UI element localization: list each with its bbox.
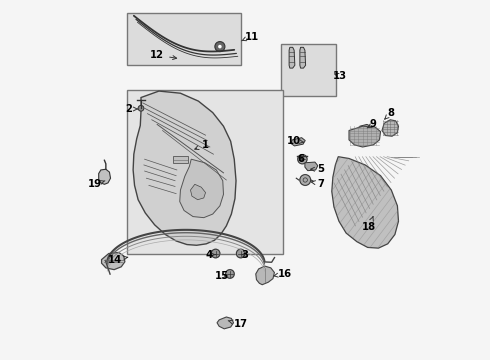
Circle shape bbox=[225, 270, 234, 278]
Text: 2: 2 bbox=[125, 104, 138, 114]
Polygon shape bbox=[332, 157, 398, 248]
Text: 1: 1 bbox=[195, 140, 209, 150]
Text: 12: 12 bbox=[150, 50, 176, 60]
Circle shape bbox=[211, 249, 220, 258]
Circle shape bbox=[298, 154, 307, 164]
Polygon shape bbox=[191, 184, 205, 200]
Text: 16: 16 bbox=[274, 269, 292, 279]
Polygon shape bbox=[305, 162, 318, 171]
Circle shape bbox=[218, 45, 221, 48]
Polygon shape bbox=[101, 252, 125, 270]
Text: 18: 18 bbox=[362, 217, 376, 232]
Text: 8: 8 bbox=[385, 108, 395, 119]
Text: 5: 5 bbox=[311, 164, 324, 174]
Polygon shape bbox=[217, 317, 234, 329]
Text: 3: 3 bbox=[241, 249, 248, 260]
Polygon shape bbox=[180, 159, 223, 218]
Circle shape bbox=[215, 41, 225, 51]
Bar bbox=[281, 44, 337, 96]
Polygon shape bbox=[360, 125, 373, 134]
Polygon shape bbox=[133, 91, 236, 245]
Polygon shape bbox=[300, 47, 306, 68]
Polygon shape bbox=[289, 47, 295, 68]
Circle shape bbox=[236, 249, 245, 258]
Polygon shape bbox=[382, 120, 398, 136]
Bar bbox=[173, 156, 188, 163]
Text: 10: 10 bbox=[287, 136, 303, 145]
Text: 14: 14 bbox=[108, 255, 128, 265]
Bar bbox=[126, 13, 242, 65]
Circle shape bbox=[138, 105, 144, 111]
Text: 9: 9 bbox=[367, 120, 377, 129]
Text: 15: 15 bbox=[215, 271, 229, 281]
Text: 17: 17 bbox=[228, 319, 248, 329]
Text: 13: 13 bbox=[333, 71, 347, 81]
Circle shape bbox=[300, 175, 311, 185]
Polygon shape bbox=[256, 266, 274, 285]
Polygon shape bbox=[291, 138, 305, 146]
Text: 4: 4 bbox=[206, 249, 216, 260]
Text: 7: 7 bbox=[311, 179, 324, 189]
Text: 19: 19 bbox=[88, 179, 105, 189]
Polygon shape bbox=[98, 169, 111, 184]
Bar bbox=[126, 90, 283, 253]
Text: 11: 11 bbox=[242, 32, 259, 41]
Polygon shape bbox=[349, 126, 381, 147]
Text: 6: 6 bbox=[297, 154, 304, 164]
